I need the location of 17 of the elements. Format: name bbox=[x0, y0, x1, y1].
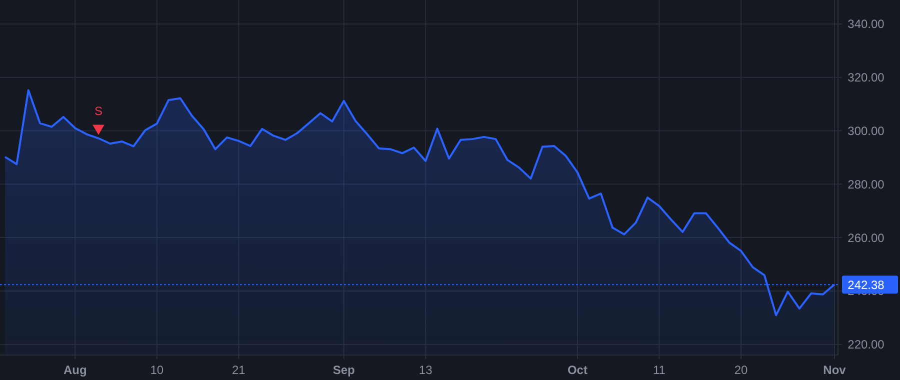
x-tick-label: 21 bbox=[232, 363, 246, 378]
x-tick-label: Sep bbox=[332, 363, 355, 378]
y-tick-label: 340.00 bbox=[848, 17, 885, 32]
x-tick-label: Aug bbox=[63, 363, 87, 378]
y-tick-label: 300.00 bbox=[848, 124, 885, 138]
x-tick-label: Oct bbox=[567, 363, 588, 378]
y-tick-label: 280.00 bbox=[848, 177, 885, 192]
x-tick-label: 11 bbox=[653, 363, 666, 378]
y-tick-label: 220.00 bbox=[848, 338, 885, 352]
x-tick-label: 13 bbox=[418, 363, 433, 378]
y-tick-label: 320.00 bbox=[848, 70, 885, 85]
ref-line-label: 242.38 bbox=[848, 278, 885, 292]
series-label: S bbox=[94, 104, 102, 118]
x-tick-label: Nov bbox=[823, 363, 846, 378]
x-tick-label: 10 bbox=[150, 363, 164, 378]
x-tick-label: 20 bbox=[734, 363, 748, 378]
y-tick-label: 260.00 bbox=[848, 230, 885, 245]
